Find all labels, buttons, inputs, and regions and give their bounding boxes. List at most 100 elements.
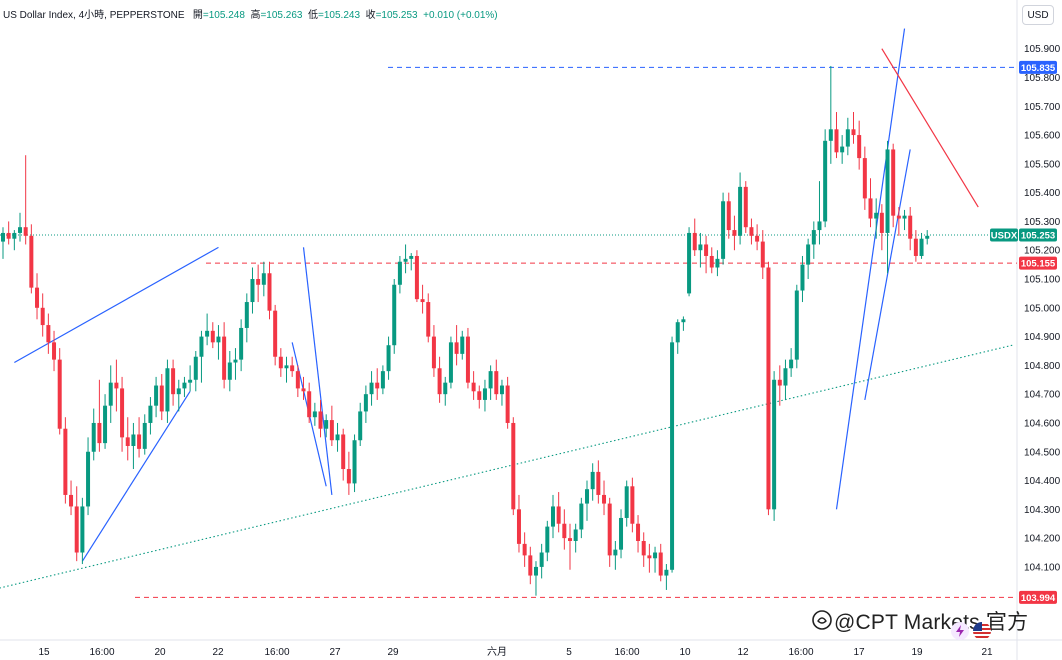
- us-flag-icon[interactable]: [973, 622, 991, 640]
- candle: [171, 359, 176, 406]
- candle: [86, 437, 91, 516]
- y-tick-label: 104.900: [1024, 332, 1061, 343]
- currency-button[interactable]: USD: [1022, 5, 1054, 25]
- candle-body: [244, 302, 249, 328]
- candle: [346, 451, 351, 495]
- candle: [210, 322, 215, 349]
- candle: [69, 480, 74, 516]
- candle-body: [448, 342, 453, 383]
- watermark-text: @CPT Markets 官方: [834, 611, 1029, 634]
- candle: [40, 293, 45, 337]
- candle-body: [539, 552, 544, 567]
- candle-body: [874, 212, 879, 219]
- candle: [619, 509, 624, 559]
- candle-body: [159, 385, 164, 412]
- candle: [431, 325, 436, 377]
- candle: [925, 230, 930, 245]
- candle-body: [505, 385, 510, 423]
- legend-change: +0.010 (+0.01%): [423, 10, 498, 21]
- price-tag-last-text: 105.253: [1021, 230, 1055, 241]
- candle-body: [653, 552, 658, 559]
- candle-body: [488, 371, 493, 389]
- candle: [193, 350, 198, 392]
- candle: [715, 250, 720, 277]
- candle-body: [137, 434, 142, 449]
- candle: [675, 319, 680, 354]
- candle: [239, 319, 244, 372]
- candle-body: [312, 411, 317, 418]
- candle-body: [902, 215, 907, 219]
- legend-title[interactable]: US Dollar Index, 4小時, PEPPERSTONE: [3, 10, 185, 21]
- candle-body: [806, 244, 811, 265]
- candle-body: [619, 517, 624, 550]
- candle: [908, 207, 913, 251]
- candle: [658, 543, 663, 582]
- candle: [273, 304, 278, 366]
- lightning-icon[interactable]: [951, 622, 969, 640]
- candle-body: [154, 385, 159, 406]
- candle-body: [602, 494, 607, 504]
- candle: [324, 414, 329, 438]
- y-tick-label: 104.100: [1024, 562, 1061, 573]
- candle-body: [437, 368, 442, 395]
- candle: [482, 379, 487, 412]
- price-tag-last: 105.253: [1019, 228, 1057, 242]
- y-tick-label: 105.200: [1024, 246, 1061, 257]
- candle: [120, 376, 125, 452]
- candle: [755, 224, 760, 251]
- candle: [828, 65, 833, 164]
- price-tag-last-bg: [1019, 228, 1057, 242]
- trendline-1: [81, 390, 191, 562]
- trendline-6: [864, 149, 911, 401]
- candle-body: [641, 540, 646, 556]
- candle: [749, 218, 754, 245]
- price-axis[interactable]: 105.900 105.800 105.700 105.600 105.500 105.4…: [1024, 44, 1061, 573]
- candle: [142, 414, 147, 455]
- candle-body: [477, 391, 482, 400]
- trendline-8: [0, 344, 1013, 589]
- legend-open: =105.248: [202, 10, 245, 21]
- candle: [840, 135, 845, 164]
- candle-body: [188, 379, 193, 383]
- candle: [607, 497, 612, 567]
- candle-body: [794, 290, 799, 360]
- candle: [562, 509, 567, 550]
- candle: [766, 261, 771, 516]
- candle-body: [851, 129, 856, 136]
- candle-body: [891, 149, 896, 216]
- candle: [919, 232, 924, 259]
- y-tick-label: 104.200: [1024, 534, 1061, 545]
- trendline-3: [302, 247, 333, 496]
- candle: [205, 313, 210, 346]
- candle: [664, 564, 669, 590]
- symbol-legend: US Dollar Index, 4小時, PEPPERSTONE 開=105.…: [3, 6, 498, 21]
- candle-body: [165, 368, 170, 412]
- candle: [789, 348, 794, 377]
- candle: [165, 359, 170, 423]
- legend-high: =105.263: [260, 10, 303, 21]
- candle-body: [131, 434, 136, 446]
- candle-body: [363, 394, 368, 412]
- candle-body: [755, 235, 760, 242]
- candle: [267, 261, 272, 320]
- candle: [414, 250, 419, 303]
- trendlines[interactable]: [0, 28, 1013, 590]
- candle-body: [91, 422, 96, 452]
- y-tick-label: 104.300: [1024, 505, 1061, 516]
- candle: [137, 417, 142, 458]
- x-tick-label: 六月: [487, 646, 507, 658]
- legend-open-label: 開: [192, 10, 203, 21]
- candle-body: [465, 336, 470, 383]
- candle: [721, 192, 726, 265]
- time-axis[interactable]: 15 16:00 20 22 16:00 27 29 六月 5 16:00 10 12 16:00 17 1…: [38, 646, 993, 658]
- candle: [794, 284, 799, 369]
- candle: [80, 497, 85, 565]
- price-tag-high-text: 105.835: [1021, 63, 1056, 74]
- candle-body: [1, 232, 5, 242]
- candle-body: [704, 244, 709, 256]
- candle: [318, 399, 323, 438]
- candle: [511, 417, 516, 516]
